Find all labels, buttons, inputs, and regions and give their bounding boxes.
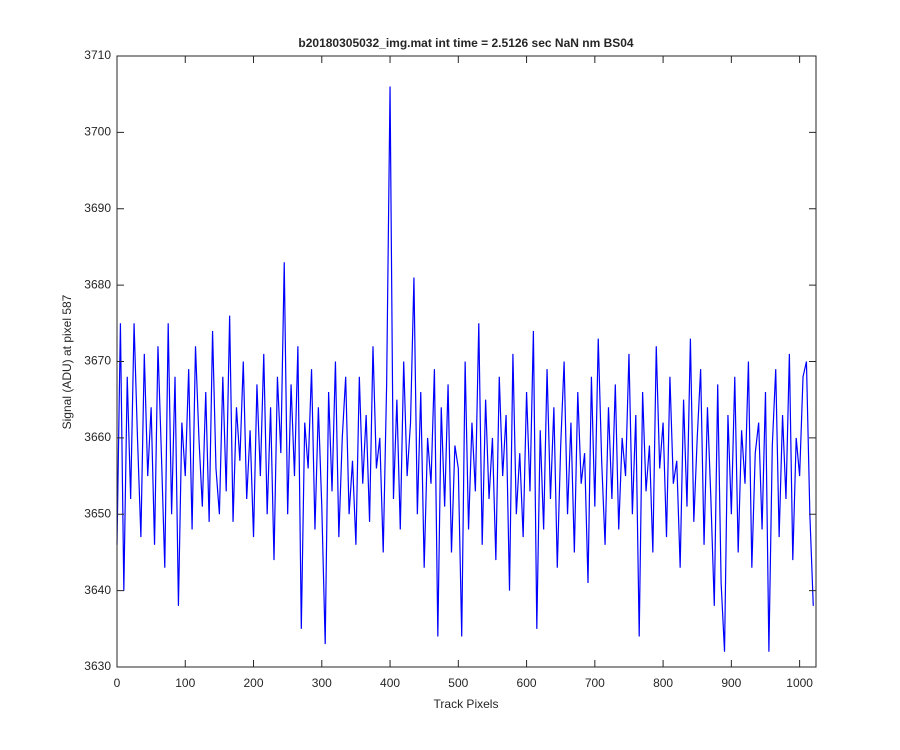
x-tick-label: 600 xyxy=(517,676,537,690)
x-axis-label: Track Pixels xyxy=(434,697,499,711)
x-tick-label: 700 xyxy=(585,676,605,690)
y-tick-label: 3640 xyxy=(84,583,111,597)
y-tick-label: 3700 xyxy=(84,125,111,139)
y-tick-label: 3660 xyxy=(84,430,111,444)
x-tick-label: 300 xyxy=(312,676,332,690)
chart-title: b20180305032_img.mat int time = 2.5126 s… xyxy=(298,36,634,50)
x-tick-label: 800 xyxy=(653,676,673,690)
y-tick-label: 3630 xyxy=(84,659,111,673)
x-tick-label: 200 xyxy=(244,676,264,690)
y-tick-label: 3650 xyxy=(84,506,111,520)
x-tick-label: 1000 xyxy=(786,676,813,690)
x-tick-label: 500 xyxy=(448,676,468,690)
y-tick-label: 3680 xyxy=(84,277,111,291)
x-tick-label: 400 xyxy=(380,676,400,690)
x-tick-label: 100 xyxy=(175,676,195,690)
x-tick-label: 900 xyxy=(721,676,741,690)
y-tick-label: 3710 xyxy=(84,48,111,62)
y-axis-label: Signal (ADU) at pixel 587 xyxy=(60,294,74,429)
y-tick-label: 3690 xyxy=(84,201,111,215)
data-line xyxy=(116,86,814,652)
x-tick-label: 0 xyxy=(114,676,121,690)
y-tick-label: 3670 xyxy=(84,354,111,368)
